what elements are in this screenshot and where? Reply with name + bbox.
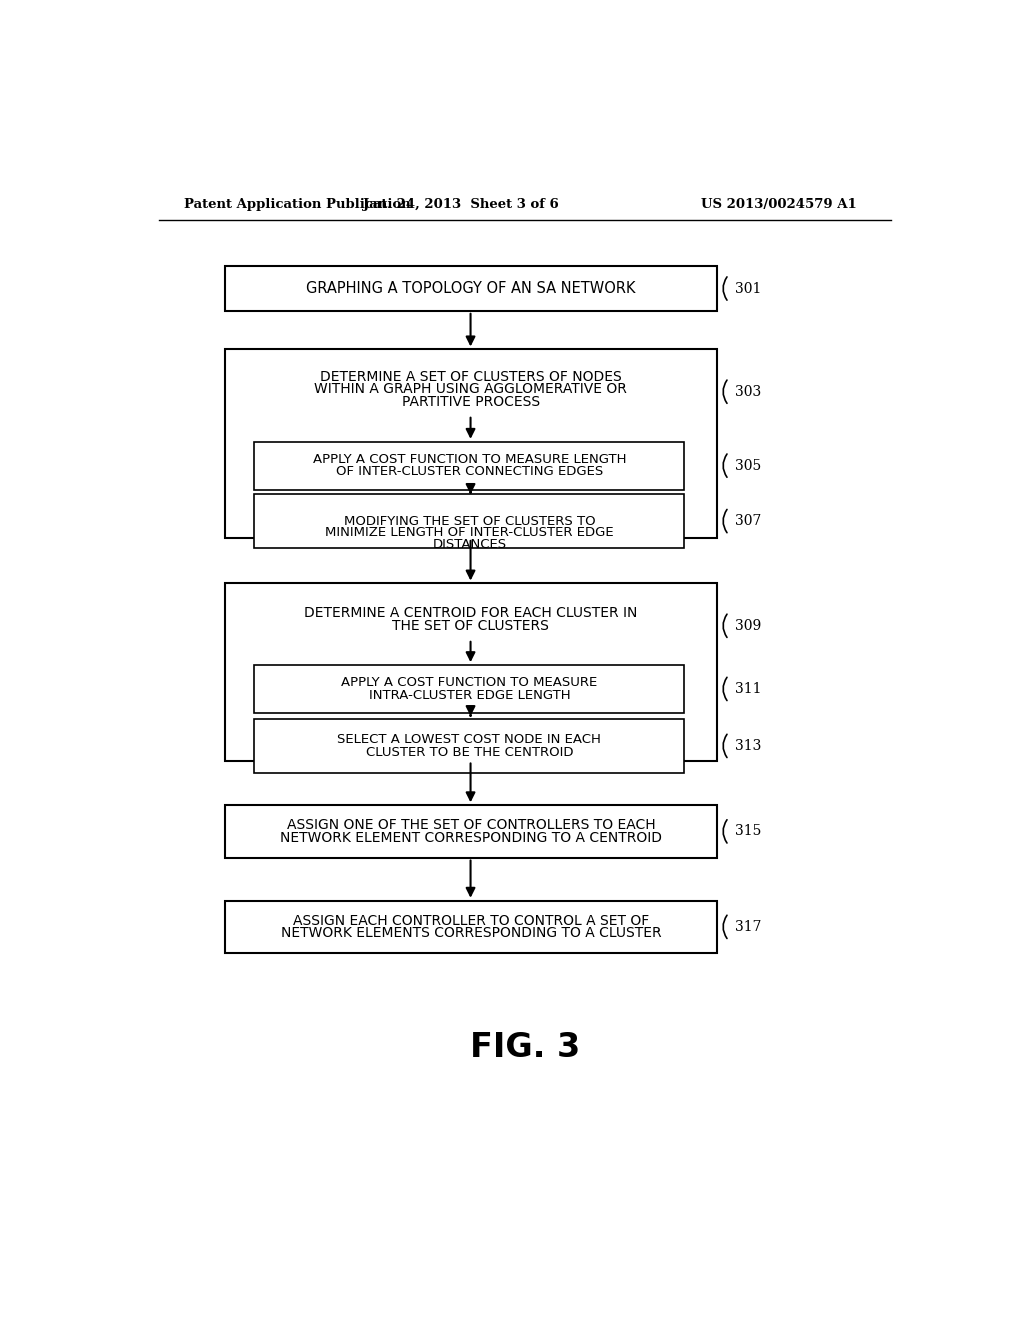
- Text: PARTITIVE PROCESS: PARTITIVE PROCESS: [401, 395, 540, 409]
- Text: MODIFYING THE SET OF CLUSTERS TO: MODIFYING THE SET OF CLUSTERS TO: [344, 515, 595, 528]
- Text: FIG. 3: FIG. 3: [470, 1031, 580, 1064]
- Text: ASSIGN ONE OF THE SET OF CONTROLLERS TO EACH: ASSIGN ONE OF THE SET OF CONTROLLERS TO …: [287, 818, 655, 832]
- Bar: [225, 267, 717, 312]
- Text: Patent Application Publication: Patent Application Publication: [183, 198, 411, 211]
- Bar: [225, 350, 717, 539]
- Text: 301: 301: [735, 281, 761, 296]
- Text: Jan. 24, 2013  Sheet 3 of 6: Jan. 24, 2013 Sheet 3 of 6: [364, 198, 559, 211]
- Text: 303: 303: [735, 384, 761, 399]
- Bar: [225, 900, 717, 953]
- Bar: [254, 719, 684, 774]
- Text: NETWORK ELEMENTS CORRESPONDING TO A CLUSTER: NETWORK ELEMENTS CORRESPONDING TO A CLUS…: [281, 927, 662, 940]
- Bar: [225, 805, 717, 858]
- Text: 309: 309: [735, 619, 761, 632]
- Bar: [254, 442, 684, 490]
- Text: DETERMINE A CENTROID FOR EACH CLUSTER IN: DETERMINE A CENTROID FOR EACH CLUSTER IN: [304, 606, 638, 619]
- Text: US 2013/0024579 A1: US 2013/0024579 A1: [700, 198, 856, 211]
- Text: APPLY A COST FUNCTION TO MEASURE LENGTH: APPLY A COST FUNCTION TO MEASURE LENGTH: [312, 453, 626, 466]
- Text: APPLY A COST FUNCTION TO MEASURE: APPLY A COST FUNCTION TO MEASURE: [341, 676, 598, 689]
- Text: SELECT A LOWEST COST NODE IN EACH: SELECT A LOWEST COST NODE IN EACH: [338, 733, 601, 746]
- Text: INTRA-CLUSTER EDGE LENGTH: INTRA-CLUSTER EDGE LENGTH: [369, 689, 570, 702]
- Text: DISTANCES: DISTANCES: [432, 537, 507, 550]
- Text: ASSIGN EACH CONTROLLER TO CONTROL A SET OF: ASSIGN EACH CONTROLLER TO CONTROL A SET …: [293, 913, 649, 928]
- Text: THE SET OF CLUSTERS: THE SET OF CLUSTERS: [392, 619, 549, 632]
- Text: WITHIN A GRAPH USING AGGLOMERATIVE OR: WITHIN A GRAPH USING AGGLOMERATIVE OR: [314, 383, 628, 396]
- Text: 317: 317: [735, 920, 761, 933]
- Text: GRAPHING A TOPOLOGY OF AN SA NETWORK: GRAPHING A TOPOLOGY OF AN SA NETWORK: [306, 281, 636, 296]
- Bar: [254, 665, 684, 713]
- Text: 313: 313: [735, 739, 761, 752]
- Text: 311: 311: [735, 682, 761, 696]
- Bar: [225, 583, 717, 760]
- Text: 315: 315: [735, 825, 761, 838]
- Text: NETWORK ELEMENT CORRESPONDING TO A CENTROID: NETWORK ELEMENT CORRESPONDING TO A CENTR…: [280, 830, 662, 845]
- Text: DETERMINE A SET OF CLUSTERS OF NODES: DETERMINE A SET OF CLUSTERS OF NODES: [321, 370, 622, 384]
- Text: 305: 305: [735, 458, 761, 473]
- Text: MINIMIZE LENGTH OF INTER-CLUSTER EDGE: MINIMIZE LENGTH OF INTER-CLUSTER EDGE: [325, 527, 613, 539]
- Text: 307: 307: [735, 513, 761, 528]
- Text: CLUSTER TO BE THE CENTROID: CLUSTER TO BE THE CENTROID: [366, 746, 573, 759]
- Bar: [254, 494, 684, 548]
- Text: OF INTER-CLUSTER CONNECTING EDGES: OF INTER-CLUSTER CONNECTING EDGES: [336, 465, 603, 478]
